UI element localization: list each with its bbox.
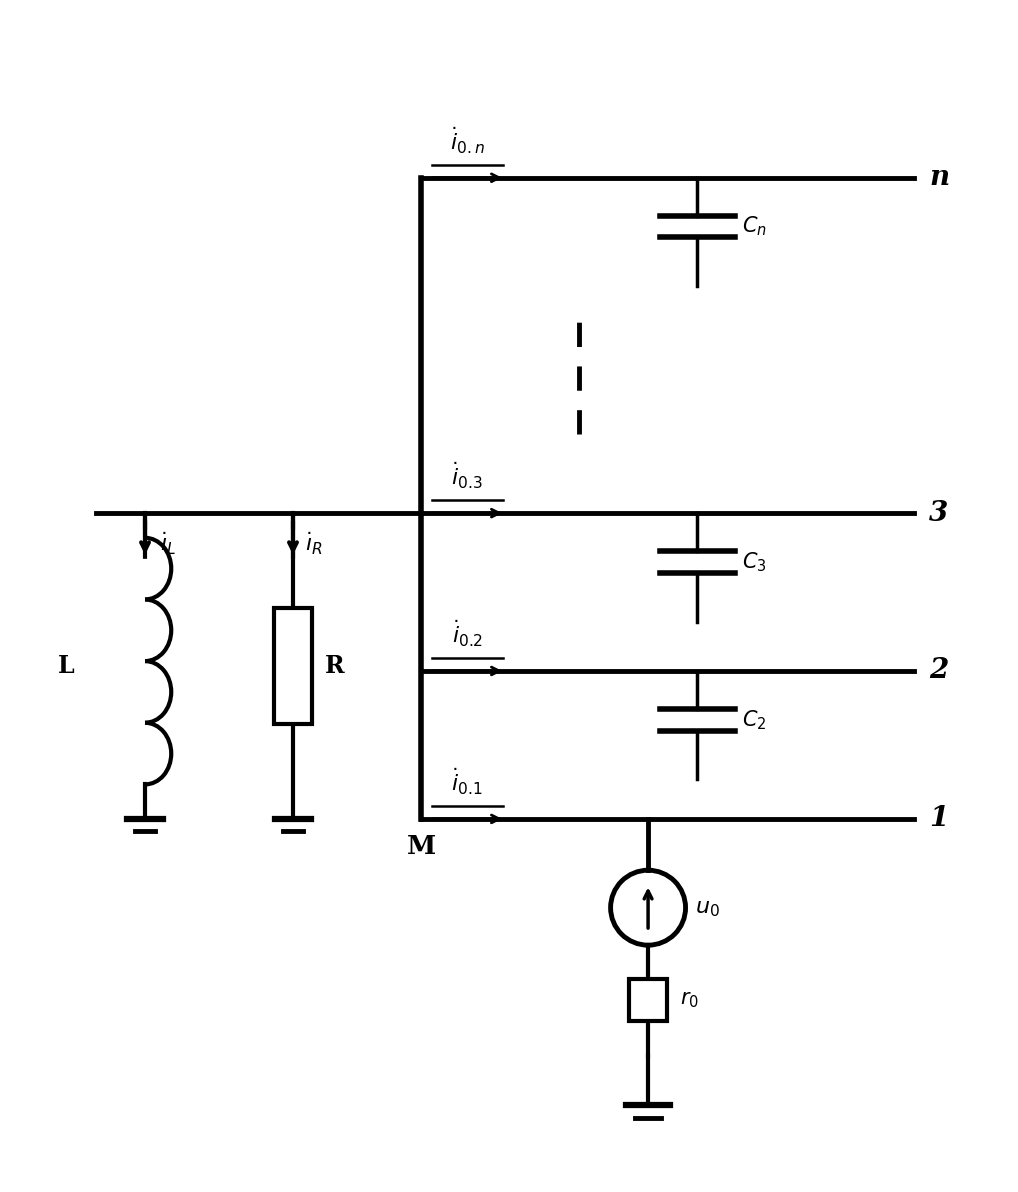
Text: $\dot{i}_{0.1}$: $\dot{i}_{0.1}$ [451,766,483,797]
Text: $\dot{i}_{0.n}$: $\dot{i}_{0.n}$ [450,125,485,156]
Text: L: L [58,654,74,678]
Text: 2: 2 [929,658,949,684]
Bar [274,608,312,724]
Text: $\dot{\imath}_L$: $\dot{\imath}_L$ [160,530,176,558]
Text: $C_2$: $C_2$ [742,708,767,732]
Bar [629,980,667,1022]
Text: 3: 3 [929,499,949,527]
Text: $u_0$: $u_0$ [695,896,721,919]
Text: M: M [406,833,436,858]
Text: $r_0$: $r_0$ [680,991,698,1011]
Text: $C_n$: $C_n$ [742,215,767,238]
Text: $\dot{i}_{0.2}$: $\dot{i}_{0.2}$ [452,619,483,650]
Text: 1: 1 [929,806,949,832]
Text: $\dot{\imath}_R$: $\dot{\imath}_R$ [304,530,323,558]
Text: $C_3$: $C_3$ [742,551,767,573]
Text: n: n [929,164,950,191]
Text: $\dot{i}_{0.3}$: $\dot{i}_{0.3}$ [451,461,483,491]
Text: R: R [325,654,344,678]
